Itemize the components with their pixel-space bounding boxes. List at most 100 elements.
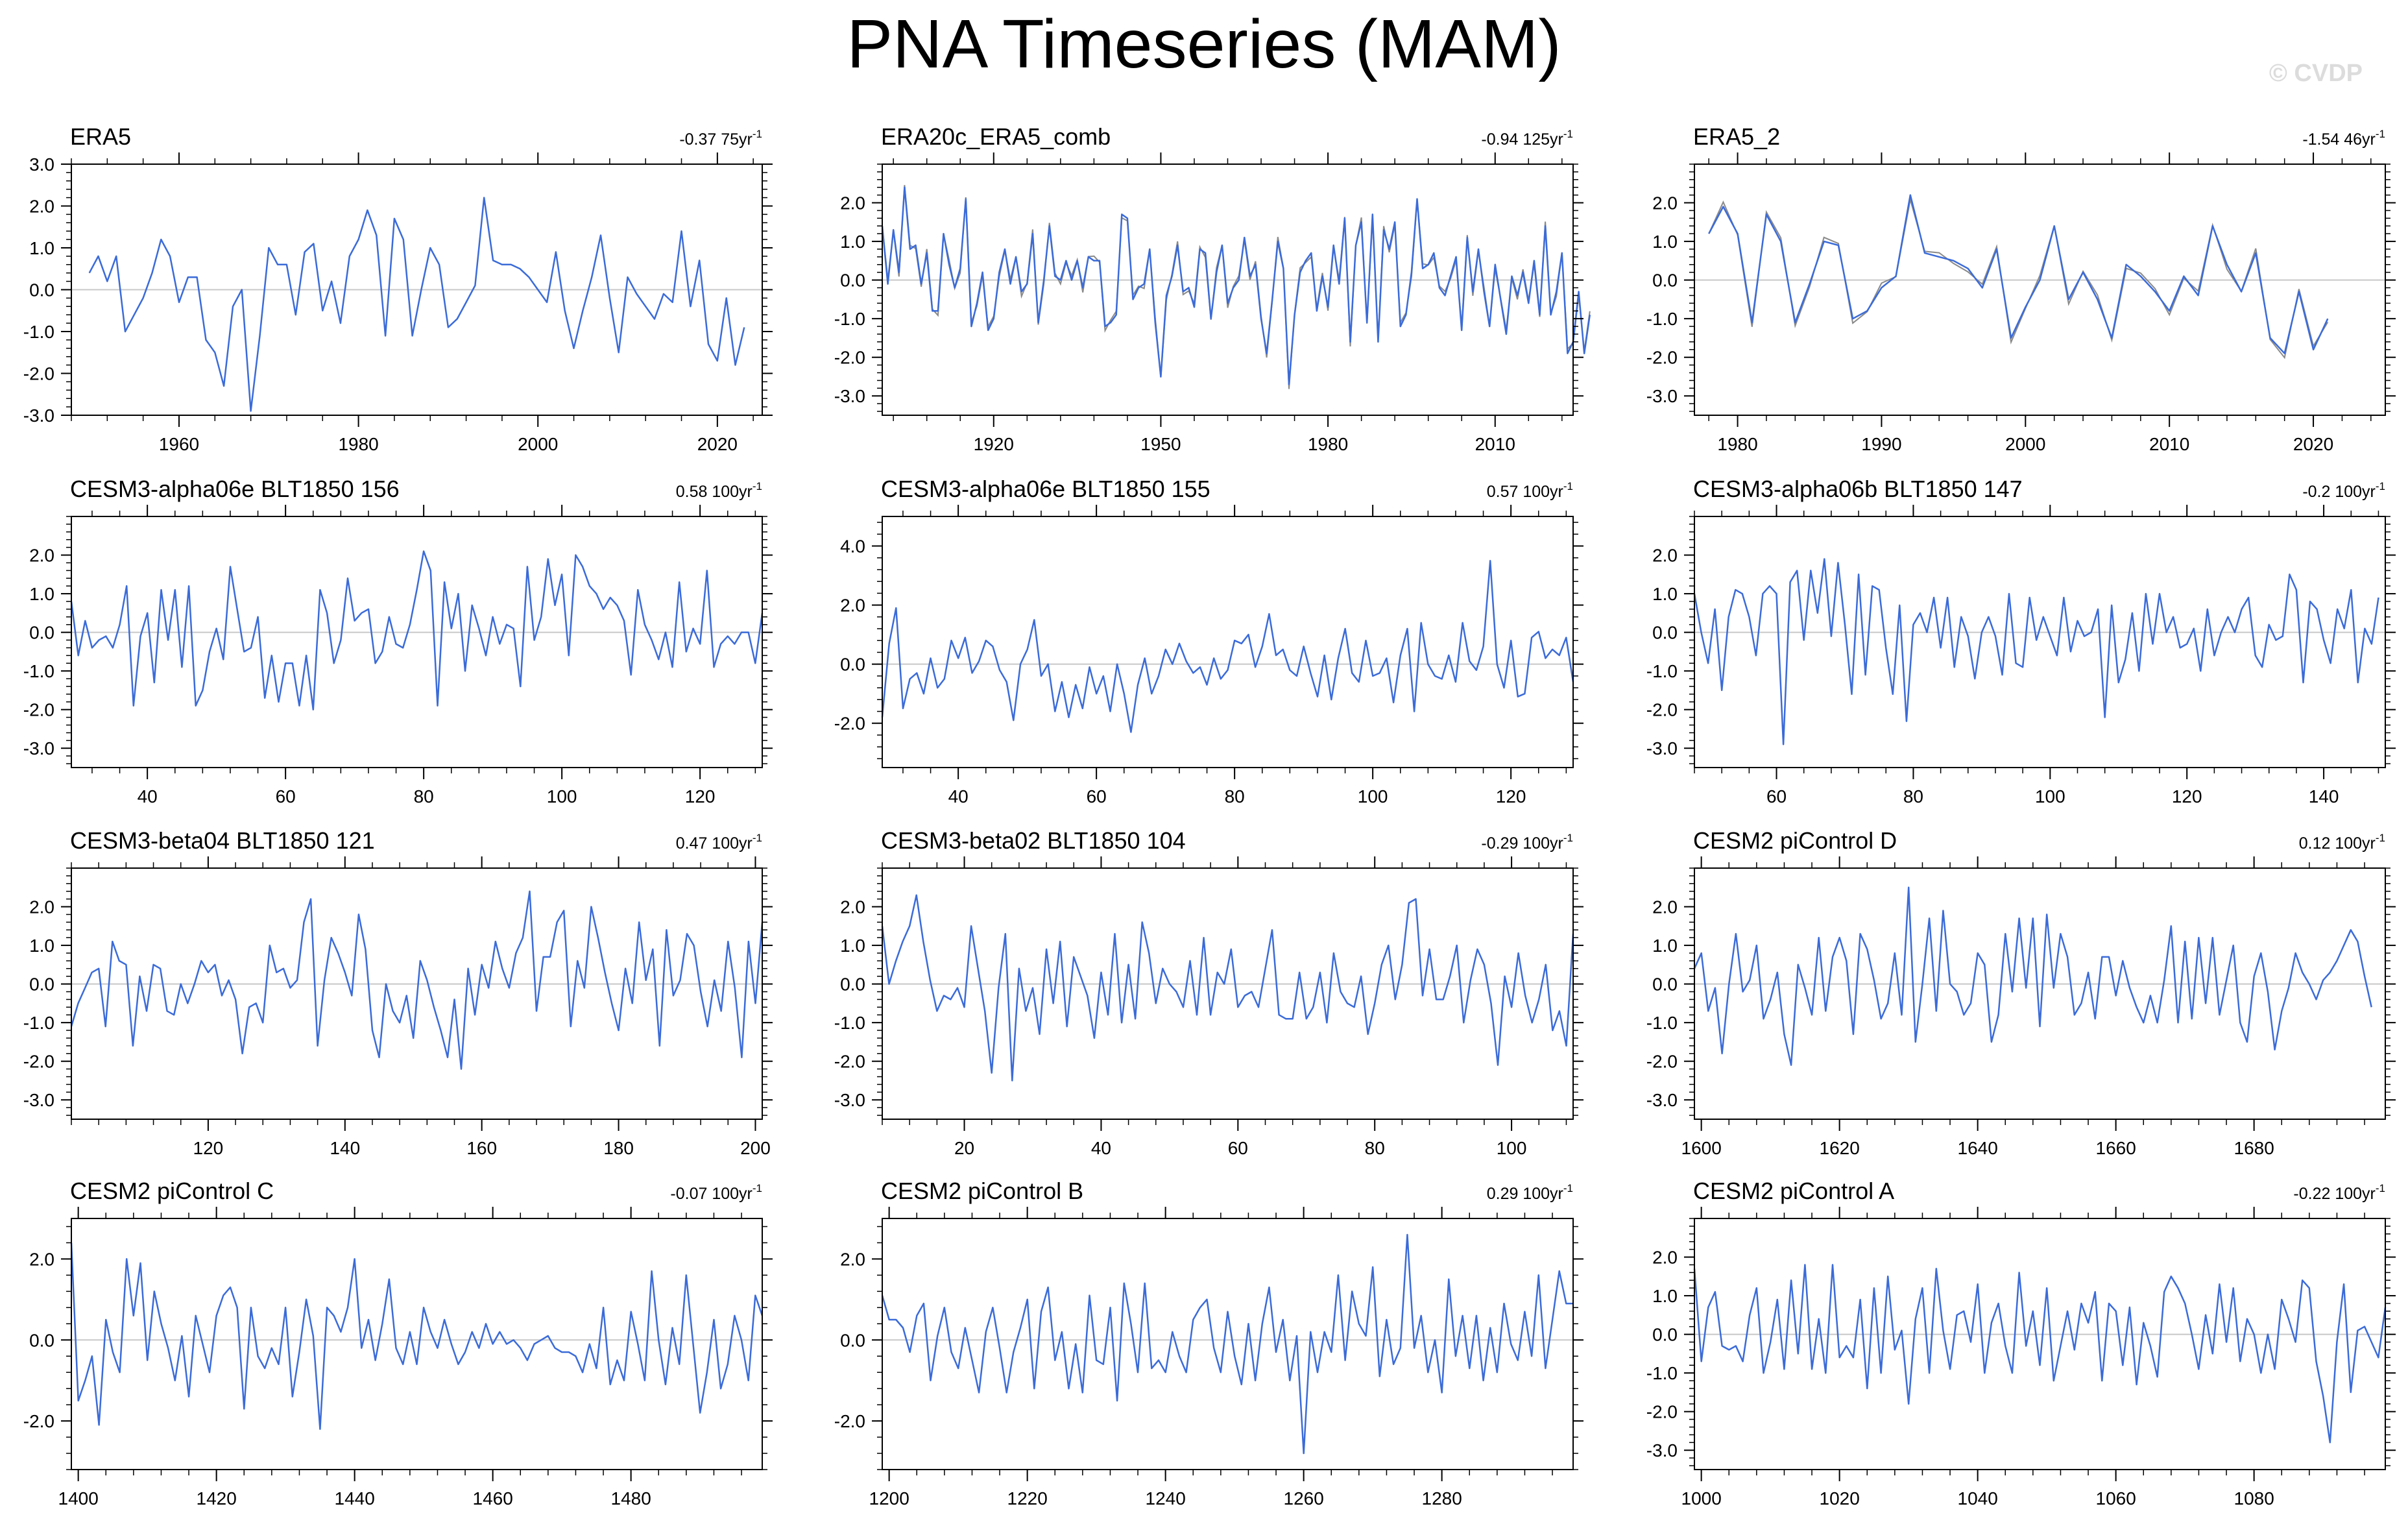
series-line [881,894,1574,1082]
panel-label: CESM3-beta02 BLT1850 104 [881,827,1186,854]
x-tick-label: 160 [466,1138,497,1158]
chart-panel-3: ERA5_2 -1.54 46yr-1 1980 1990 2000 2010 2020 2.… [1646,123,2396,454]
y-tick-label: 1.0 [1652,1286,1678,1306]
x-tick-label: 1040 [1958,1488,1998,1508]
x-tick-label: 1620 [1820,1138,1860,1158]
y-tick-label: -3.0 [1646,386,1678,406]
chart-panel-5: CESM3-alpha06e BLT1850 155 0.57 100yr-1 40… [834,476,1583,806]
plot-frame [882,867,1574,1120]
x-tick-label: 100 [2035,786,2065,806]
x-tick-label: 1080 [2234,1488,2274,1508]
y-tick-label: -2.0 [834,1411,865,1431]
x-tick-label: 1420 [197,1488,237,1508]
panel-label: CESM2 piControl B [881,1178,1083,1204]
chart-panel-7: CESM3-beta04 BLT1850 121 0.47 100yr-1 120 1… [23,827,773,1158]
figure-title: PNA Timeseries (MAM) [847,6,1561,82]
x-tick-label: 40 [1091,1138,1111,1158]
plot-frame [882,164,1574,416]
panel-label: CESM3-alpha06e BLT1850 155 [881,476,1210,502]
y-tick-label: 2.0 [840,897,865,917]
x-tick-label: 100 [1497,1138,1527,1158]
trend-label: 0.58 100yr-1 [676,480,762,501]
y-tick-label: -2.0 [834,714,865,734]
x-tick-label: 200 [740,1138,771,1158]
panel-label: CESM2 piControl A [1693,1178,1894,1204]
x-tick-label: 1920 [974,434,1014,454]
y-tick-label: -1.0 [834,309,865,329]
x-tick-label: 1400 [58,1488,99,1508]
y-tick-label: 2.0 [29,546,54,566]
y-tick-label: -1.0 [1646,1363,1678,1383]
trend-label: -0.07 100yr-1 [670,1182,762,1203]
x-tick-label: 60 [1087,786,1107,806]
x-tick-label: 80 [1365,1138,1385,1158]
series-line [881,1233,1573,1455]
x-tick-label: 1960 [159,434,199,454]
y-tick-label: 0.0 [840,271,865,291]
y-tick-label: -1.0 [1646,309,1678,329]
chart-panel-2: ERA20c_ERA5_comb -0.94 125yr-1 1920 1950 198… [834,123,1591,454]
panel-label: ERA20c_ERA5_comb [881,123,1111,150]
chart-panel-4: CESM3-alpha06e BLT1850 156 0.58 100yr-1 40… [23,476,773,806]
x-tick-label: 1260 [1284,1488,1324,1508]
y-tick-label: -2.0 [23,700,54,720]
y-tick-label: -2.0 [1646,700,1678,720]
plot-frame [1694,516,2386,768]
y-tick-label: -1.0 [834,1013,865,1033]
x-tick-label: 1950 [1140,434,1181,454]
panel-label: CESM2 piControl C [70,1178,274,1204]
y-tick-label: -2.0 [23,1052,54,1072]
y-tick-label: 0.0 [1652,975,1678,995]
y-tick-label: 1.0 [1652,232,1678,252]
y-tick-label: 2.0 [29,897,54,917]
x-tick-label: 1280 [1422,1488,1462,1508]
y-tick-label: -2.0 [1646,1052,1678,1072]
plot-frame [882,1218,1574,1470]
y-tick-label: -1.0 [23,661,54,681]
y-tick-label: -3.0 [834,1090,865,1110]
y-tick-label: 0.0 [29,975,54,995]
y-tick-label: -3.0 [1646,1440,1678,1460]
trend-label: 0.57 100yr-1 [1487,480,1573,501]
cvdp-watermark: © CVDP [2269,60,2363,87]
y-tick-label: 4.0 [840,537,865,557]
y-tick-label: 1.0 [1652,936,1678,956]
x-tick-label: 180 [603,1138,634,1158]
x-tick-label: 60 [1766,786,1787,806]
x-tick-label: 60 [276,786,296,806]
y-tick-label: -3.0 [23,406,54,426]
series-line [881,560,1574,733]
y-tick-label: -2.0 [1646,1402,1678,1422]
x-tick-label: 1600 [1681,1138,1722,1158]
trend-label: -0.94 125yr-1 [1481,128,1573,149]
series-line [881,186,1591,385]
series-line [70,890,764,1070]
x-tick-label: 60 [1228,1138,1248,1158]
x-tick-label: 1460 [473,1488,513,1508]
trend-label: 0.12 100yr-1 [2299,832,2385,853]
y-tick-label: 2.0 [840,596,865,616]
y-tick-label: -1.0 [23,322,54,342]
panel-label: CESM2 piControl D [1693,827,1897,854]
x-tick-label: 1480 [611,1488,651,1508]
trend-label: -1.54 46yr-1 [2302,128,2385,149]
y-tick-label: -1.0 [23,1013,54,1033]
panel-label: CESM3-alpha06e BLT1850 156 [70,476,400,502]
y-tick-label: 0.0 [29,1330,54,1350]
plot-frame [882,516,1574,768]
y-tick-label: 1.0 [840,936,865,956]
x-tick-label: 80 [1903,786,1923,806]
x-tick-label: 1240 [1146,1488,1186,1508]
y-tick-label: 1.0 [29,238,54,258]
x-tick-label: 2010 [2149,434,2189,454]
x-tick-label: 120 [2172,786,2202,806]
y-tick-label: 0.0 [840,1330,865,1350]
x-tick-label: 1060 [2096,1488,2136,1508]
x-tick-label: 40 [138,786,158,806]
y-tick-label: 2.0 [1652,897,1678,917]
series-line [1708,194,2329,354]
series-line [88,197,745,412]
x-tick-label: 100 [1358,786,1388,806]
x-tick-label: 1000 [1681,1488,1722,1508]
